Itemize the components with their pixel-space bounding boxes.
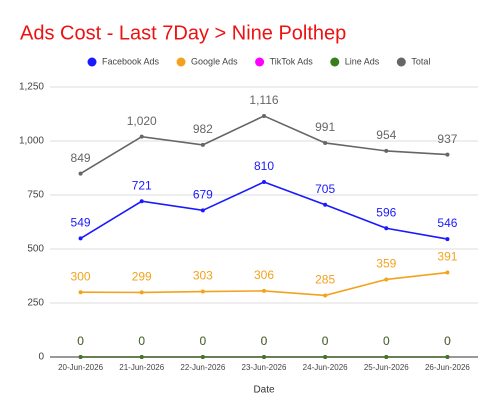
legend-label: Google Ads xyxy=(191,56,238,66)
y-tick-label: 1,000 xyxy=(19,136,44,147)
legend-marker xyxy=(87,57,97,67)
legend-marker xyxy=(396,57,406,67)
data-label: 0 xyxy=(322,334,329,348)
data-label: 0 xyxy=(138,334,145,348)
data-label: 849 xyxy=(71,151,91,165)
x-tick-label: 26-Jun-2026 xyxy=(425,363,470,372)
point xyxy=(384,277,389,282)
data-label: 549 xyxy=(71,216,91,230)
data-label: 0 xyxy=(383,334,390,348)
data-label: 299 xyxy=(132,270,152,284)
data-label: 0 xyxy=(261,334,268,348)
legend-marker xyxy=(330,57,340,67)
x-tick-label: 25-Jun-2026 xyxy=(364,363,409,372)
data-label: 982 xyxy=(193,122,213,136)
legend-label: Facebook Ads xyxy=(102,56,160,66)
x-tick-label: 24-Jun-2026 xyxy=(303,363,348,372)
data-label: 0 xyxy=(138,334,145,348)
data-label: 1,116 xyxy=(249,93,278,107)
point xyxy=(384,226,389,231)
legend-label: Total xyxy=(411,56,430,66)
point xyxy=(78,236,83,241)
x-tick-label: 20-Jun-2026 xyxy=(58,363,103,372)
data-label: 359 xyxy=(376,257,396,271)
legend-label: TikTok Ads xyxy=(270,56,314,66)
point xyxy=(200,142,205,147)
x-tick-label: 21-Jun-2026 xyxy=(119,363,164,372)
point xyxy=(323,293,328,298)
point xyxy=(78,171,83,176)
point xyxy=(262,288,266,293)
data-label: 1,020 xyxy=(127,114,157,128)
point xyxy=(445,355,450,359)
data-label: 0 xyxy=(200,334,207,348)
data-label: 306 xyxy=(254,268,274,282)
x-tick-label: 23-Jun-2026 xyxy=(242,363,287,372)
point xyxy=(139,134,144,139)
point xyxy=(384,148,389,153)
point xyxy=(262,355,266,359)
data-label: 0 xyxy=(200,334,207,348)
data-label: 0 xyxy=(444,334,451,348)
data-label: 546 xyxy=(437,216,457,230)
y-tick-label: 250 xyxy=(27,298,44,309)
point xyxy=(200,289,205,294)
point xyxy=(323,140,328,145)
y-tick-label: 1,250 xyxy=(19,82,44,93)
data-label: 954 xyxy=(376,128,396,142)
data-label: 0 xyxy=(444,334,451,348)
point xyxy=(323,355,328,359)
point xyxy=(139,199,144,204)
point xyxy=(200,355,205,359)
data-label: 391 xyxy=(437,250,457,264)
legend-marker xyxy=(255,57,265,67)
point xyxy=(384,355,389,359)
point xyxy=(445,237,450,242)
data-label: 0 xyxy=(77,334,84,348)
point xyxy=(139,290,144,295)
point xyxy=(323,202,328,207)
y-tick-label: 500 xyxy=(27,244,44,255)
data-label: 0 xyxy=(261,334,268,348)
point xyxy=(139,355,144,359)
point xyxy=(445,152,450,157)
point xyxy=(78,290,83,295)
y-tick-label: 0 xyxy=(38,352,44,363)
data-label: 0 xyxy=(383,334,390,348)
chart-title: Ads Cost - Last 7Day > Nine Polthep xyxy=(20,22,346,44)
data-label: 300 xyxy=(71,269,91,283)
point xyxy=(78,355,83,359)
data-label: 596 xyxy=(376,205,396,219)
data-label: 303 xyxy=(193,269,213,283)
data-label: 937 xyxy=(437,132,457,146)
legend-marker xyxy=(176,57,186,67)
point xyxy=(262,113,266,118)
data-label: 0 xyxy=(322,334,329,348)
point xyxy=(445,270,450,275)
data-label: 810 xyxy=(254,159,274,173)
data-label: 721 xyxy=(132,178,152,192)
x-tick-label: 22-Jun-2026 xyxy=(180,363,225,372)
data-label: 991 xyxy=(315,120,335,134)
data-label: 705 xyxy=(315,182,335,196)
point xyxy=(262,180,266,185)
data-label: 0 xyxy=(77,334,84,348)
point xyxy=(200,208,205,213)
legend-label: Line Ads xyxy=(345,56,380,66)
y-tick-label: 750 xyxy=(27,190,44,201)
data-label: 679 xyxy=(193,188,213,202)
x-axis-label: Date xyxy=(253,385,275,396)
data-label: 285 xyxy=(315,273,335,287)
